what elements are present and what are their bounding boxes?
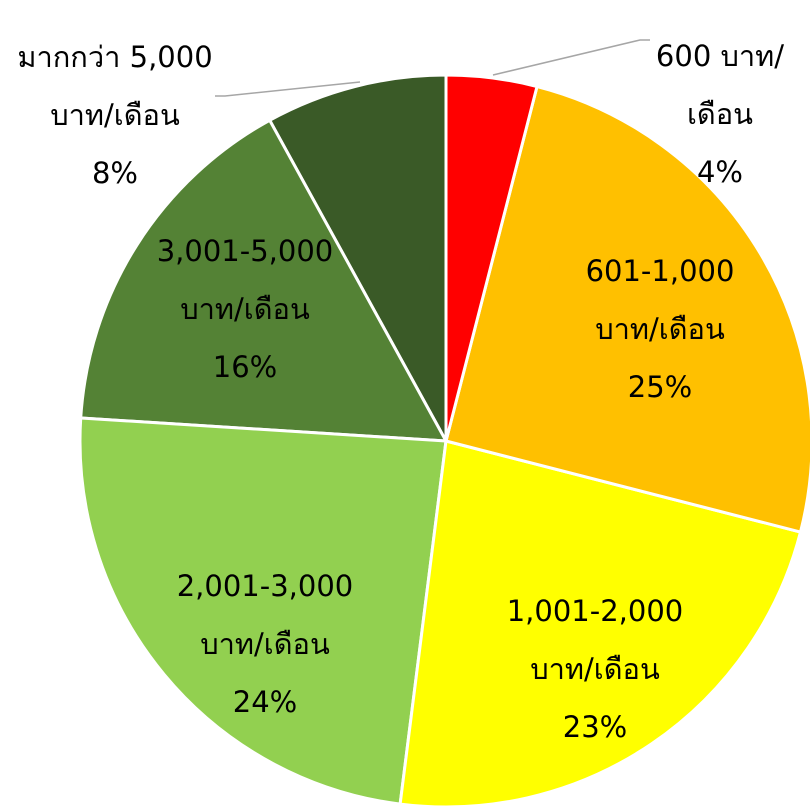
category-label: 1,001-2,000 บาท/เดือน <box>506 594 684 686</box>
data-label: 601-1,000 บาท/เดือน 25% <box>550 242 770 416</box>
category-label: 2,001-3,000 บาท/เดือน <box>176 569 354 661</box>
pie-slice <box>444 73 539 442</box>
leader-line <box>215 81 361 97</box>
value-label: 25% <box>627 370 693 404</box>
category-label: มากกว่า 5,000 บาท/เดือน <box>17 40 213 132</box>
pie-slice <box>79 118 449 443</box>
value-label: 8% <box>91 156 138 190</box>
pie-slice <box>398 439 803 809</box>
pie-slice <box>267 73 448 442</box>
pie-slice <box>78 416 448 806</box>
category-label: 601-1,000 บาท/เดือน <box>585 254 735 346</box>
category-label: 600 บาท/เดือน <box>655 39 785 131</box>
value-label: 23% <box>562 710 628 744</box>
data-label: 600 บาท/เดือน 4% <box>630 27 810 201</box>
data-label: 2,001-3,000 บาท/เดือน 24% <box>160 557 370 731</box>
value-label: 24% <box>232 685 298 719</box>
value-label: 16% <box>212 350 278 384</box>
data-label: 3,001-5,000 บาท/เดือน 16% <box>145 222 345 396</box>
value-label: 4% <box>696 155 743 189</box>
data-label: มากกว่า 5,000 บาท/เดือน 8% <box>0 28 230 202</box>
pie-slice <box>444 84 810 534</box>
leader-line <box>492 39 650 76</box>
data-label: 1,001-2,000 บาท/เดือน 23% <box>480 582 710 756</box>
category-label: 3,001-5,000 บาท/เดือน <box>156 234 334 326</box>
